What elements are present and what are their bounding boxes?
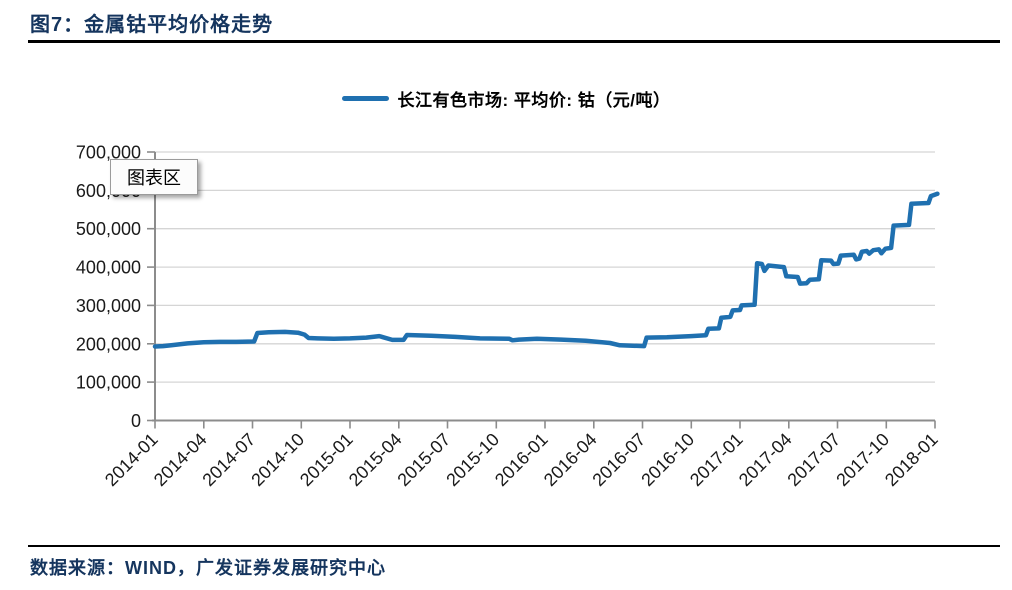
- footer-divider: [28, 545, 1000, 547]
- svg-text:2018-01: 2018-01: [881, 429, 942, 490]
- figure-title: 图7：金属钴平均价格走势: [30, 14, 274, 36]
- legend-series-label: 长江有色市场: 平均价: 钴（元/吨）: [397, 91, 671, 110]
- svg-text:2017-07: 2017-07: [783, 429, 844, 490]
- svg-text:2015-10: 2015-10: [442, 429, 503, 490]
- title-divider: [28, 40, 1000, 43]
- svg-text:2014-07: 2014-07: [198, 429, 259, 490]
- svg-text:2015-04: 2015-04: [345, 429, 406, 490]
- svg-text:2014-01: 2014-01: [101, 429, 162, 490]
- svg-text:2016-04: 2016-04: [540, 429, 601, 490]
- legend-line-swatch: [341, 95, 389, 102]
- svg-text:2015-01: 2015-01: [296, 429, 357, 490]
- svg-text:2014-04: 2014-04: [150, 429, 211, 490]
- svg-text:400,000: 400,000: [76, 258, 141, 278]
- svg-text:2017-10: 2017-10: [832, 429, 893, 490]
- svg-text:2014-10: 2014-10: [247, 429, 308, 490]
- svg-text:200,000: 200,000: [76, 334, 141, 354]
- svg-text:2016-07: 2016-07: [588, 429, 649, 490]
- svg-text:700,000: 700,000: [76, 143, 141, 163]
- svg-text:0: 0: [131, 411, 141, 431]
- chart-area-tooltip: 图表区: [110, 159, 198, 195]
- svg-text:300,000: 300,000: [76, 296, 141, 316]
- svg-text:2017-01: 2017-01: [686, 429, 747, 490]
- svg-text:2016-01: 2016-01: [491, 429, 552, 490]
- svg-text:2016-10: 2016-10: [637, 429, 698, 490]
- svg-text:500,000: 500,000: [76, 219, 141, 239]
- data-source-text: 数据来源：WIND，广发证券发展研究中心: [30, 558, 386, 578]
- svg-text:2015-07: 2015-07: [393, 429, 454, 490]
- svg-text:100,000: 100,000: [76, 373, 141, 393]
- svg-text:2017-04: 2017-04: [735, 429, 796, 490]
- chart-legend[interactable]: 长江有色市场: 平均价: 钴（元/吨）: [0, 86, 1012, 111]
